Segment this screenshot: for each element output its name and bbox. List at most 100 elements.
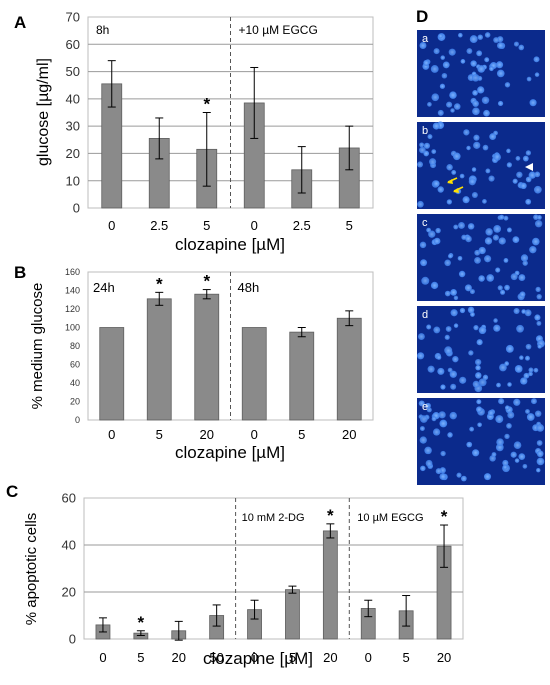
cell-nucleus <box>525 343 532 350</box>
cell-nucleus <box>513 398 521 406</box>
cell-nucleus <box>451 169 457 175</box>
cell-nucleus <box>458 222 465 229</box>
bar <box>99 327 125 421</box>
micrograph-background <box>417 30 545 117</box>
cell-nucleus <box>439 419 448 428</box>
x-tick-label: 0 <box>108 218 115 233</box>
x-tick-label: 20 <box>437 650 451 665</box>
x-tick-label: 0 <box>365 650 372 665</box>
cell-nucleus <box>419 426 425 431</box>
cell-nucleus <box>496 69 505 78</box>
bar <box>241 327 267 421</box>
cell-nucleus <box>428 230 436 238</box>
cell-nucleus <box>446 199 452 205</box>
cell-nucleus <box>444 346 453 355</box>
cell-nucleus <box>462 196 470 204</box>
cell-nucleus <box>491 452 497 457</box>
y-tick-label: 40 <box>66 91 80 106</box>
cell-nucleus <box>523 372 530 379</box>
cell-nucleus <box>420 465 426 472</box>
y-tick-label: 100 <box>65 323 80 333</box>
y-tick-label: 60 <box>70 360 80 370</box>
cell-nucleus <box>456 472 462 478</box>
cell-nucleus <box>469 35 478 44</box>
cell-nucleus <box>473 141 481 149</box>
x-tick-label: 0 <box>99 650 106 665</box>
x-axis-label: clozapine [µM] <box>175 235 285 254</box>
cell-nucleus <box>537 215 542 220</box>
x-tick-label: 0 <box>251 650 258 665</box>
cell-nucleus <box>458 270 466 278</box>
cell-nucleus <box>463 129 470 136</box>
cell-nucleus <box>533 185 542 194</box>
cell-nucleus <box>498 237 506 245</box>
bar <box>336 317 362 421</box>
cell-nucleus <box>531 398 537 405</box>
cell-nucleus <box>477 34 483 40</box>
cell-nucleus <box>449 370 457 378</box>
cell-nucleus <box>419 142 425 148</box>
cell-nucleus <box>438 33 443 39</box>
cell-nucleus <box>499 214 505 220</box>
group-label: +10 µM EGCG <box>239 23 318 37</box>
cell-nucleus <box>452 355 459 363</box>
cell-nucleus <box>459 376 467 384</box>
cell-nucleus <box>525 355 530 361</box>
x-tick-label: 5 <box>403 650 410 665</box>
cell-nucleus <box>452 152 461 161</box>
cell-nucleus <box>493 318 498 323</box>
cell-nucleus <box>503 215 509 221</box>
micrograph-label: e <box>422 401 428 413</box>
cell-nucleus <box>466 145 471 151</box>
cell-nucleus <box>477 65 486 73</box>
significance-asterisk: * <box>138 613 145 632</box>
cell-nucleus <box>497 285 503 291</box>
cell-nucleus <box>478 378 487 387</box>
cell-nucleus <box>478 246 486 255</box>
cell-nucleus <box>484 57 490 63</box>
cell-nucleus <box>442 61 450 69</box>
cell-nucleus <box>476 339 483 346</box>
cell-nucleus <box>445 326 452 332</box>
cell-nucleus <box>507 411 515 419</box>
cell-nucleus <box>474 256 481 264</box>
cell-nucleus <box>489 133 497 141</box>
cell-nucleus <box>473 325 479 331</box>
y-tick-label: 20 <box>62 585 76 600</box>
y-tick-label: 0 <box>69 632 76 647</box>
x-axis-label: clozapine [µM] <box>203 649 313 668</box>
cell-nucleus <box>419 415 428 423</box>
y-tick-label: 40 <box>62 538 76 553</box>
significance-asterisk: * <box>441 507 448 526</box>
cell-nucleus <box>484 255 492 263</box>
cell-nucleus <box>525 409 530 414</box>
cell-nucleus <box>513 441 522 450</box>
cell-nucleus <box>532 237 540 246</box>
cell-nucleus <box>484 473 492 481</box>
cell-nucleus <box>425 459 433 467</box>
panel-letter: B <box>14 263 26 282</box>
cell-nucleus <box>461 234 467 240</box>
cell-nucleus <box>537 344 542 349</box>
x-tick-label: 20 <box>323 650 337 665</box>
cell-nucleus <box>438 411 446 419</box>
cell-nucleus <box>495 267 501 273</box>
cell-nucleus <box>472 449 480 457</box>
cell-nucleus <box>458 32 463 38</box>
cell-nucleus <box>470 312 475 317</box>
cell-nucleus <box>512 236 520 243</box>
cell-nucleus <box>435 227 441 234</box>
cell-nucleus <box>493 225 502 233</box>
cell-nucleus <box>450 289 457 296</box>
group-label: 24h <box>93 280 115 295</box>
cell-nucleus <box>506 162 512 168</box>
cell-nucleus <box>425 402 431 409</box>
cell-nucleus <box>444 259 451 267</box>
cell-nucleus <box>423 59 430 66</box>
cell-nucleus <box>416 161 424 168</box>
cell-nucleus <box>528 171 536 179</box>
cell-nucleus <box>457 255 463 261</box>
cell-nucleus <box>471 191 478 198</box>
cell-nucleus <box>466 441 473 448</box>
x-tick-label: 50 <box>209 650 223 665</box>
